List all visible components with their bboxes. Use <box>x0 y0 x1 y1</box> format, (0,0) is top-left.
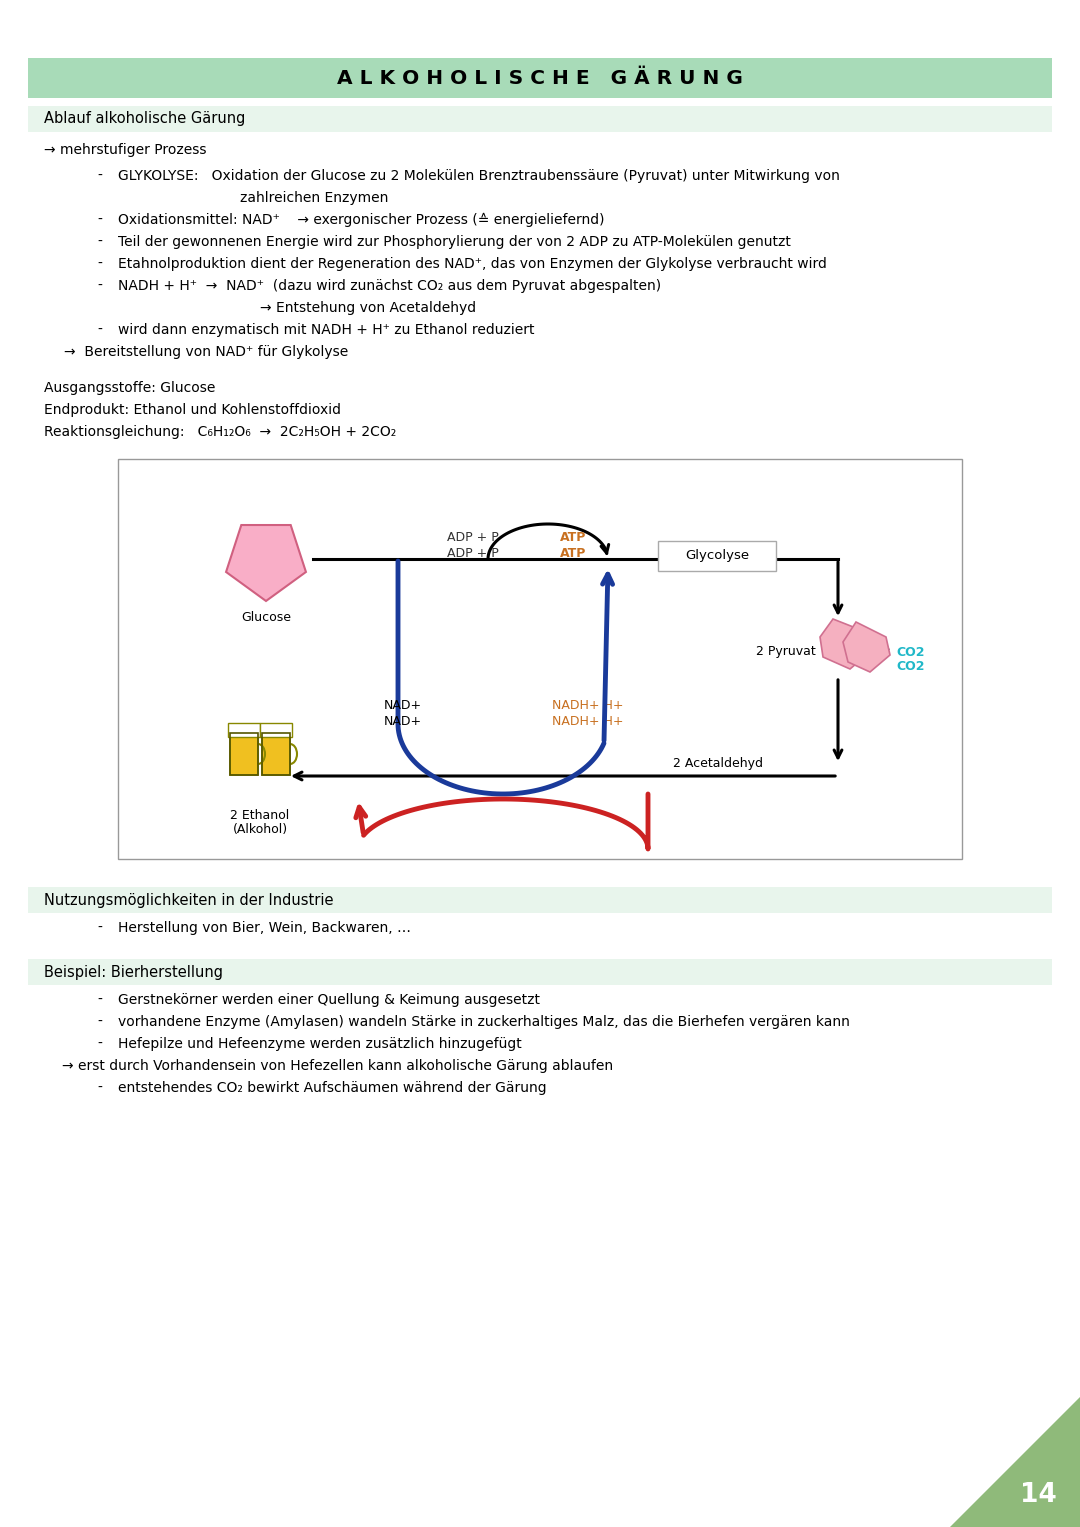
Polygon shape <box>950 1397 1080 1527</box>
Text: -: - <box>97 1015 103 1029</box>
Bar <box>230 733 258 776</box>
Text: → erst durch Vorhandensein von Hefezellen kann alkoholische Gärung ablaufen: → erst durch Vorhandensein von Hefezelle… <box>62 1060 613 1073</box>
Text: NADH+ H+: NADH+ H+ <box>552 715 624 728</box>
Polygon shape <box>843 621 890 672</box>
Text: A L K O H O L I S C H E   G Ä R U N G: A L K O H O L I S C H E G Ä R U N G <box>337 69 743 87</box>
Text: Nutzungsmöglichkeiten in der Industrie: Nutzungsmöglichkeiten in der Industrie <box>44 892 334 907</box>
Text: CO2: CO2 <box>896 661 924 673</box>
Text: Teil der gewonnenen Energie wird zur Phosphorylierung der von 2 ADP zu ATP-Molek: Teil der gewonnenen Energie wird zur Pho… <box>118 235 791 249</box>
Text: -: - <box>97 993 103 1006</box>
Bar <box>262 733 291 776</box>
Text: Ausgangsstoffe: Glucose: Ausgangsstoffe: Glucose <box>44 382 215 395</box>
Text: -: - <box>97 921 103 935</box>
Text: → Entstehung von Acetaldehyd: → Entstehung von Acetaldehyd <box>260 301 476 315</box>
Text: -: - <box>97 279 103 293</box>
Text: Reaktionsgleichung:   C₆H₁₂O₆  →  2C₂H₅OH + 2CO₂: Reaktionsgleichung: C₆H₁₂O₆ → 2C₂H₅OH + … <box>44 425 396 438</box>
Text: -: - <box>97 169 103 183</box>
Text: NAD+: NAD+ <box>383 715 422 728</box>
Text: -: - <box>97 324 103 337</box>
Bar <box>28 959 1052 985</box>
Bar <box>28 887 1052 913</box>
Text: wird dann enzymatisch mit NADH + H⁺ zu Ethanol reduziert: wird dann enzymatisch mit NADH + H⁺ zu E… <box>118 324 535 337</box>
Polygon shape <box>820 618 870 669</box>
Text: NADH + H⁺  →  NAD⁺  (dazu wird zunächst CO₂ aus dem Pyruvat abgespalten): NADH + H⁺ → NAD⁺ (dazu wird zunächst CO₂… <box>118 279 661 293</box>
Text: -: - <box>97 212 103 228</box>
Bar <box>260 722 292 738</box>
Bar <box>118 460 962 860</box>
Polygon shape <box>226 525 306 602</box>
Text: → mehrstufiger Prozess: → mehrstufiger Prozess <box>44 144 206 157</box>
Text: 2 Pyruvat: 2 Pyruvat <box>756 646 816 658</box>
Text: Hefepilze und Hefeenzyme werden zusätzlich hinzugefügt: Hefepilze und Hefeenzyme werden zusätzli… <box>118 1037 522 1051</box>
Text: ATP: ATP <box>559 531 586 544</box>
Text: Etahnolproduktion dient der Regeneration des NAD⁺, das von Enzymen der Glykolyse: Etahnolproduktion dient der Regeneration… <box>118 257 827 270</box>
Bar <box>28 105 1052 131</box>
Text: 2 Acetaldehyd: 2 Acetaldehyd <box>673 757 762 771</box>
Text: entstehendes CO₂ bewirkt Aufschäumen während der Gärung: entstehendes CO₂ bewirkt Aufschäumen wäh… <box>118 1081 546 1095</box>
Text: Ablauf alkoholische Gärung: Ablauf alkoholische Gärung <box>44 111 245 127</box>
Text: 2 Ethanol: 2 Ethanol <box>230 809 289 822</box>
Text: GLYKOLYSE:   Oxidation der Glucose zu 2 Molekülen Brenztraubenssäure (Pyruvat) u: GLYKOLYSE: Oxidation der Glucose zu 2 Mo… <box>118 169 840 183</box>
Bar <box>228 722 260 738</box>
Text: Beispiel: Bierherstellung: Beispiel: Bierherstellung <box>44 965 222 979</box>
Bar <box>230 733 258 776</box>
Text: -: - <box>97 235 103 249</box>
Text: ADP + P: ADP + P <box>447 547 499 560</box>
Text: ATP: ATP <box>559 547 586 560</box>
Text: NADH+ H+: NADH+ H+ <box>552 699 624 712</box>
Text: ADP + P: ADP + P <box>447 531 499 544</box>
Text: 14: 14 <box>1020 1483 1056 1509</box>
Text: Endprodukt: Ethanol und Kohlenstoffdioxid: Endprodukt: Ethanol und Kohlenstoffdioxi… <box>44 403 341 417</box>
Text: Glucose: Glucose <box>241 611 291 625</box>
Text: -: - <box>97 257 103 270</box>
Text: (Alkohol): (Alkohol) <box>232 823 287 835</box>
Text: -: - <box>97 1081 103 1095</box>
Text: Gerstnekörner werden einer Quellung & Keimung ausgesetzt: Gerstnekörner werden einer Quellung & Ke… <box>118 993 540 1006</box>
Bar <box>262 733 291 776</box>
Text: NAD+: NAD+ <box>383 699 422 712</box>
Text: Glycolyse: Glycolyse <box>685 550 750 562</box>
Text: Herstellung von Bier, Wein, Backwaren, …: Herstellung von Bier, Wein, Backwaren, … <box>118 921 411 935</box>
Text: Oxidationsmittel: NAD⁺    → exergonischer Prozess (≙ energieliefernd): Oxidationsmittel: NAD⁺ → exergonischer P… <box>118 212 605 228</box>
Text: vorhandene Enzyme (Amylasen) wandeln Stärke in zuckerhaltiges Malz, das die Bier: vorhandene Enzyme (Amylasen) wandeln Stä… <box>118 1015 850 1029</box>
Text: →  Bereitstellung von NAD⁺ für Glykolyse: → Bereitstellung von NAD⁺ für Glykolyse <box>64 345 348 359</box>
Bar <box>658 541 777 571</box>
Text: CO2: CO2 <box>896 646 924 658</box>
Text: zahlreichen Enzymen: zahlreichen Enzymen <box>240 191 389 205</box>
Text: -: - <box>97 1037 103 1051</box>
Bar <box>28 58 1052 98</box>
